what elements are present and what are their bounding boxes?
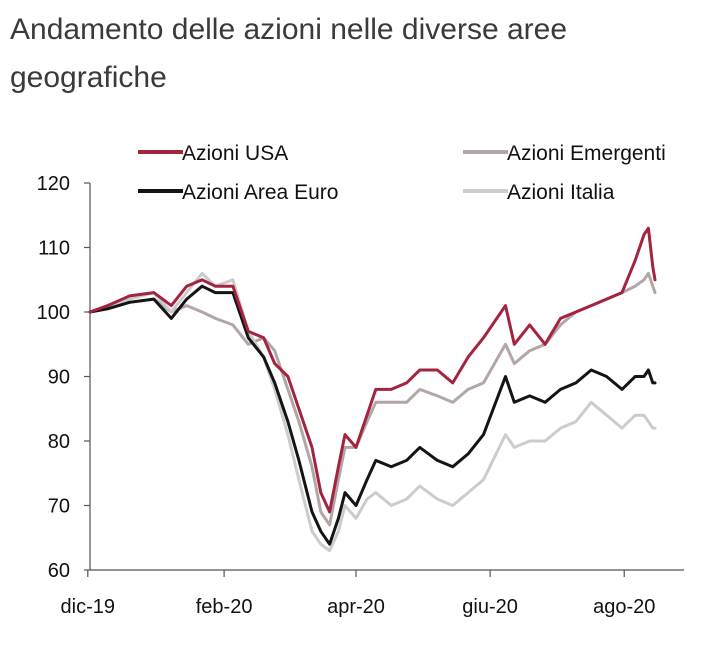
legend: Azioni USA Azioni Emergenti Azioni Area Eu…: [138, 142, 666, 204]
x-tick-label: feb-20: [196, 596, 253, 618]
y-tick-label: 110: [38, 238, 70, 260]
legend-label: Azioni Area Euro: [182, 181, 338, 204]
x-tick-label: apr-20: [327, 596, 385, 618]
legend-label: Azioni Italia: [507, 181, 615, 204]
y-tick-label: 70: [48, 496, 70, 518]
chart-title: Andamento delle azioni nelle diverse are…: [10, 13, 568, 94]
series-lines: [88, 226, 657, 553]
legend-label: Azioni Emergenti: [507, 142, 666, 165]
x-tick-label: giu-20: [462, 596, 518, 618]
y-tick-label: 90: [48, 367, 70, 389]
legend-label: Azioni USA: [182, 142, 288, 165]
y-tick-label: 120: [37, 173, 70, 195]
y-tick-label: 60: [48, 560, 70, 582]
y-tick-label: 100: [37, 302, 70, 324]
x-tick-label: dic-19: [61, 596, 115, 618]
x-tick-label: ago-20: [593, 596, 655, 618]
y-tick-label: 80: [48, 431, 70, 453]
series-line-azioni-area-euro: [88, 284, 657, 546]
series-line-azioni-usa: [88, 226, 657, 514]
axes: 60 70 80 90 100 110 120 dic-19 feb-20 apr-20 giu-2…: [37, 173, 684, 618]
